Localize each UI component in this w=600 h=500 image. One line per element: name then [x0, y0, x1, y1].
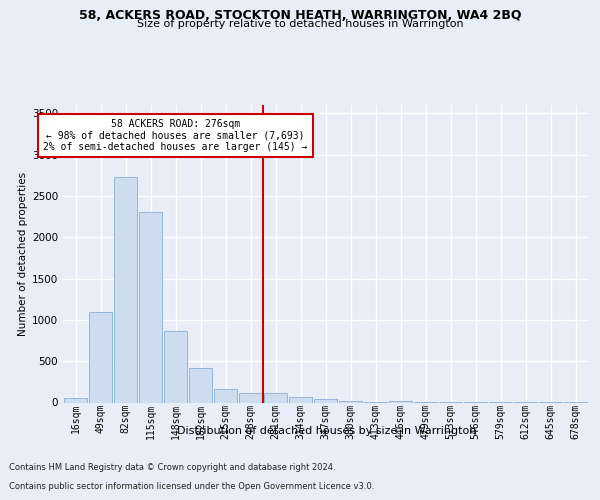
Bar	[64, 398, 88, 402]
Bar	[188, 368, 212, 402]
Text: 58 ACKERS ROAD: 276sqm
← 98% of detached houses are smaller (7,693)
2% of semi-d: 58 ACKERS ROAD: 276sqm ← 98% of detached…	[43, 119, 308, 152]
Bar	[314, 399, 337, 402]
Bar	[263, 394, 287, 402]
Text: Distribution of detached houses by size in Warrington: Distribution of detached houses by size …	[178, 426, 476, 436]
Bar	[164, 330, 187, 402]
Bar	[289, 396, 313, 402]
Text: Size of property relative to detached houses in Warrington: Size of property relative to detached ho…	[137, 19, 463, 29]
Bar	[214, 389, 238, 402]
Text: Contains public sector information licensed under the Open Government Licence v3: Contains public sector information licen…	[9, 482, 374, 491]
Text: 58, ACKERS ROAD, STOCKTON HEATH, WARRINGTON, WA4 2BQ: 58, ACKERS ROAD, STOCKTON HEATH, WARRING…	[79, 9, 521, 22]
Bar	[239, 392, 262, 402]
Y-axis label: Number of detached properties: Number of detached properties	[18, 172, 28, 336]
Bar	[139, 212, 163, 402]
Text: Contains HM Land Registry data © Crown copyright and database right 2024.: Contains HM Land Registry data © Crown c…	[9, 464, 335, 472]
Bar	[89, 312, 112, 402]
Bar	[113, 177, 137, 402]
